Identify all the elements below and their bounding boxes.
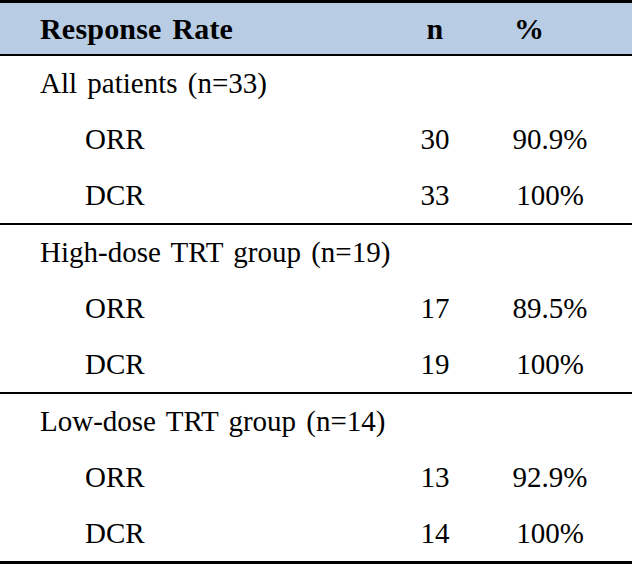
response-rate-table: Response Rate n % All patients (n=33) OR… — [0, 0, 632, 576]
table-row: ORR 30 90.9% — [0, 112, 632, 168]
group-label: Low-dose TRT group (n=14) — [0, 405, 390, 438]
cell-percent: 89.5% — [480, 292, 620, 325]
metric-label: DCR — [0, 517, 390, 550]
cell-percent: 100% — [480, 179, 620, 212]
table-row: ORR 13 92.9% — [0, 450, 632, 506]
table-row: ORR 17 89.5% — [0, 281, 632, 337]
table-row: DCR 14 100% — [0, 505, 632, 561]
metric-label: DCR — [0, 348, 390, 381]
cell-n: 33 — [390, 179, 480, 212]
group-header-row: All patients (n=33) — [0, 56, 632, 112]
cell-percent: 100% — [480, 517, 620, 550]
table-row: DCR 33 100% — [0, 167, 632, 223]
metric-label: DCR — [0, 179, 390, 212]
cell-percent: 92.9% — [480, 461, 620, 494]
metric-label: ORR — [0, 292, 390, 325]
cell-percent: 100% — [480, 348, 620, 381]
cell-n: 13 — [390, 461, 480, 494]
metric-label: ORR — [0, 461, 390, 494]
table-header-row: Response Rate n % — [0, 0, 632, 56]
group-header-row: Low-dose TRT group (n=14) — [0, 394, 632, 450]
metric-label: ORR — [0, 123, 390, 156]
cell-n: 17 — [390, 292, 480, 325]
section-all-patients: All patients (n=33) ORR 30 90.9% DCR 33 … — [0, 56, 632, 225]
cell-n: 19 — [390, 348, 480, 381]
cell-percent: 90.9% — [480, 123, 620, 156]
section-low-dose-trt: Low-dose TRT group (n=14) ORR 13 92.9% D… — [0, 394, 632, 564]
section-high-dose-trt: High-dose TRT group (n=19) ORR 17 89.5% … — [0, 225, 632, 394]
cell-n: 30 — [390, 123, 480, 156]
group-header-row: High-dose TRT group (n=19) — [0, 225, 632, 281]
header-response-rate: Response Rate — [0, 12, 390, 46]
group-label: High-dose TRT group (n=19) — [0, 236, 390, 269]
table-row: DCR 19 100% — [0, 336, 632, 392]
group-label: All patients (n=33) — [0, 67, 390, 100]
cell-n: 14 — [390, 517, 480, 550]
header-percent-column: % — [459, 12, 599, 46]
